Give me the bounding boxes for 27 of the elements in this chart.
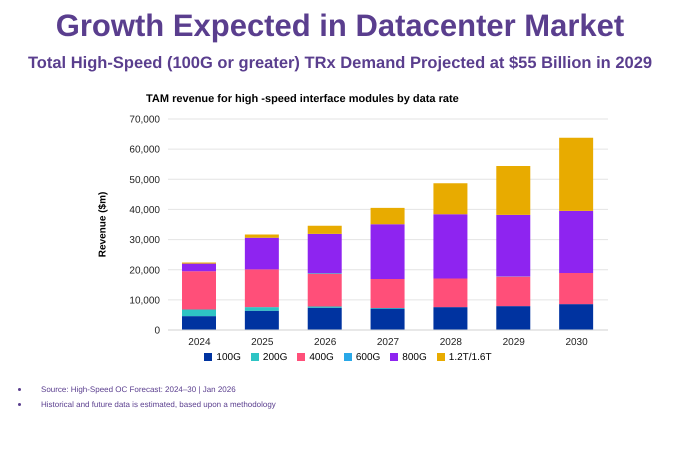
x-tick-label: 2028: [440, 337, 462, 348]
chart-subtitle: Total High-Speed (100G or greater) TRx Demand Projected at $55 Billion in 2029: [26, 54, 654, 73]
chart-title: Growth Expected in Datacenter Market: [54, 8, 626, 44]
y-tick-label: 40,000: [129, 204, 160, 216]
legend-label: 100G: [216, 352, 241, 363]
x-tick-label: 2025: [251, 337, 274, 348]
x-tick-label: 2029: [502, 337, 526, 348]
legend-label: 400G: [309, 352, 334, 363]
y-tick-label: 0: [154, 326, 160, 337]
y-tick-label: 20,000: [129, 265, 160, 276]
legend-label: 800G: [402, 352, 427, 363]
x-tick-label: 2026: [314, 337, 337, 348]
text: TAM revenue for high -speed interface modules by data rate: [146, 93, 460, 105]
x-tick-label: 2024: [188, 337, 211, 348]
legend-label: 1.2T/1.6T: [448, 352, 492, 363]
x-tick-label: 2030: [565, 337, 588, 348]
y-tick-label: 50,000: [129, 174, 160, 186]
y-tick-label: 10,000: [129, 295, 160, 306]
legend-label: 600G: [356, 352, 380, 363]
y-tick-label: 30,000: [129, 235, 160, 246]
y-axis-title: Revenue ($m): [98, 192, 109, 258]
legend-label: 200G: [262, 352, 288, 363]
y-tick-label: 70,000: [129, 114, 160, 126]
y-tick-label: 60,000: [129, 144, 160, 156]
source-note: Source: High-Speed OC Forecast: 2024–30 | Jan 2026: [41, 385, 236, 394]
x-tick-label: 2027: [376, 337, 400, 348]
text: Historical and future data is estimated, based upon a methodology: [41, 400, 276, 409]
